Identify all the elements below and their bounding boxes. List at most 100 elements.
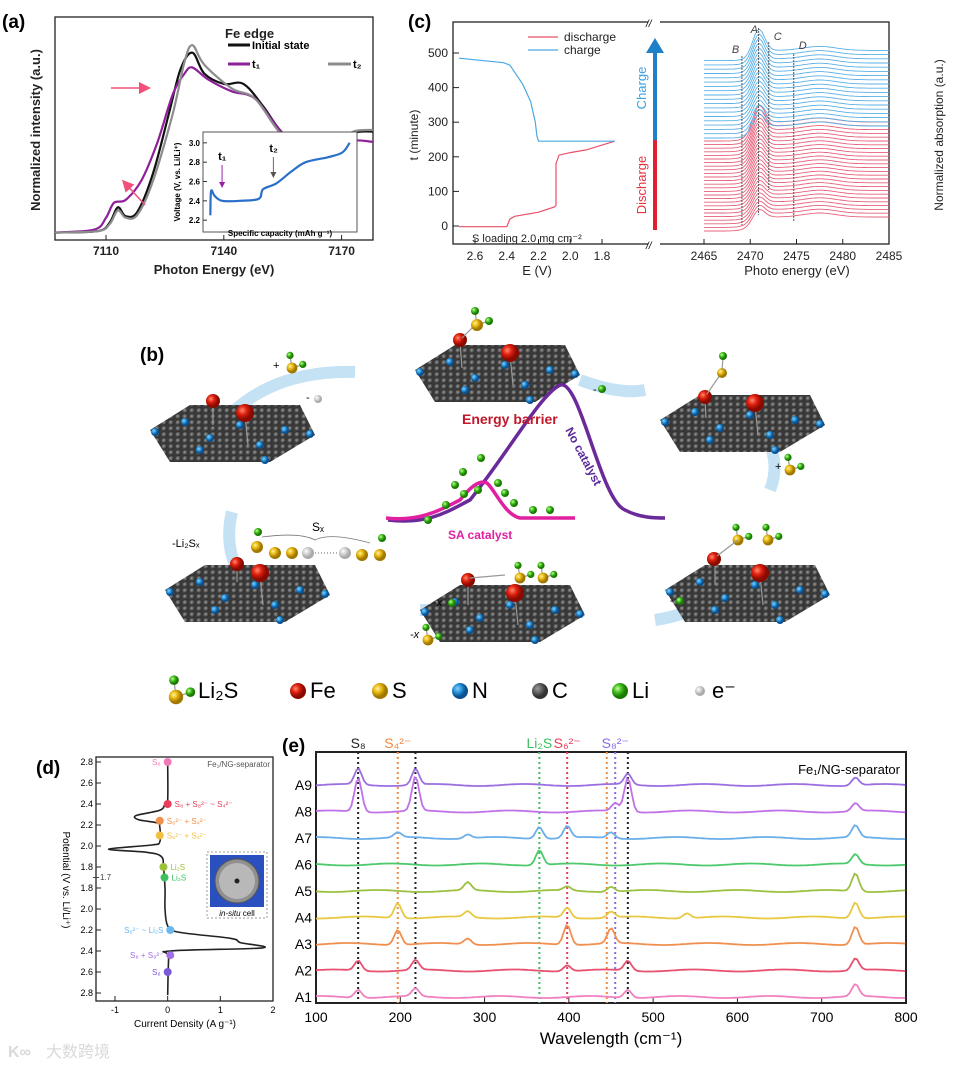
d-y-tick-label: 2.6 <box>80 967 93 977</box>
n-atom <box>546 366 554 374</box>
graphene-slab <box>420 585 585 642</box>
li-atom <box>435 632 443 641</box>
legend-label-5: Li <box>632 678 649 703</box>
c-right-x-label: Photo energy (eV) <box>744 263 850 278</box>
fe-atom-large <box>751 564 769 582</box>
n-atom <box>416 368 424 376</box>
n-atom <box>821 590 829 598</box>
c-discharge-spectrum <box>704 184 889 210</box>
graphene-slab <box>165 565 330 622</box>
c-left-y-tick-label: 200 <box>428 150 448 164</box>
c-charge-spectrum <box>704 75 889 105</box>
c-discharge-spectrum <box>704 142 889 174</box>
chain-atom <box>339 547 351 559</box>
n-atom <box>476 614 484 622</box>
d-marker-label: S₈ + S₈²⁻ <box>130 951 163 960</box>
a-inset-y-tick-label: 2.6 <box>189 178 201 187</box>
c-peak-label-D: D <box>799 40 807 52</box>
energy-barrier-label: Energy barrier <box>462 411 558 427</box>
d-marker <box>160 873 169 882</box>
d-marker <box>159 863 168 871</box>
minus-li2sx-label: -Li₂Sₓ <box>172 538 200 550</box>
panel-label-b: (b) <box>140 345 164 366</box>
a-inset-marker-label: t₁ <box>218 151 227 163</box>
fe-atom-small <box>461 573 475 587</box>
s-atom <box>168 689 184 705</box>
loose-species <box>286 351 805 646</box>
d-turning-label: 1.7 <box>100 873 112 882</box>
e-legend: Fe₁/NG-separator <box>798 762 901 777</box>
sa-catalyst-label: SA catalyst <box>448 528 512 542</box>
chain-atom <box>356 549 368 561</box>
slab-2 <box>415 307 580 404</box>
d-x-tick-label: 1 <box>218 1005 223 1015</box>
legend-atom-6 <box>695 686 705 696</box>
a-inset: 2.2 2.4 2.6 2.8 3.0 t₁ t₂ <box>189 139 351 225</box>
e-series-label: A9 <box>295 777 312 793</box>
n-atom <box>666 588 674 596</box>
d-marker <box>163 968 172 976</box>
d-marker <box>163 800 172 808</box>
c-charge-spectrum <box>704 80 889 109</box>
plus-label-1: + <box>273 360 279 372</box>
e-series-label: A5 <box>295 883 312 899</box>
fe-atom-small <box>698 390 712 404</box>
c-left-y-tick-label: 100 <box>428 184 448 198</box>
chain-atom <box>251 541 263 553</box>
d-y-tick-label: 2.8 <box>80 757 93 767</box>
n-atom <box>706 436 714 444</box>
c-charge-spectrum <box>704 113 889 139</box>
plot-frame-e <box>315 751 907 1004</box>
watermark-logo: K∞ <box>8 1044 31 1061</box>
a-legend-title: Fe edge <box>225 26 274 41</box>
minus-x-label-1: -x <box>433 597 443 609</box>
n-atom <box>746 411 754 419</box>
li-atom <box>784 453 792 461</box>
c-ticks: 2.6 2.4 2.2 2.0 1.8 0 100 200 300 400 500 2465 2470 2… <box>428 46 903 263</box>
c-right-y-label: Normalized absorption (a.u.) <box>932 59 946 210</box>
d-marker <box>166 926 175 934</box>
d-y-tick-label: 2.2 <box>80 820 93 830</box>
n-atom <box>181 418 189 426</box>
no-catalyst-curve <box>387 383 666 523</box>
a-inset-marker-label: t₂ <box>269 143 278 155</box>
c-peak-label-C: C <box>774 31 782 43</box>
n-atom <box>466 626 474 634</box>
e-reference-label: Li₂S <box>527 735 553 751</box>
n-atom <box>196 578 204 586</box>
e-series-label: A4 <box>295 910 312 926</box>
d-x-axis-label: Current Density (A g⁻¹) <box>134 1019 236 1030</box>
c-discharge-spectrum <box>704 154 889 185</box>
panel-e: (e) 100 200 300 400 500 600 700 800 S₈ S₄²⁻ Li₂S S₆… <box>282 735 918 1048</box>
d-marker <box>155 816 164 825</box>
bond <box>716 539 739 557</box>
d-x-tick-label: 2 <box>270 1005 275 1015</box>
plot-frame-a <box>54 16 374 241</box>
e-spectrum-A4 <box>316 901 906 920</box>
c-left-x-label: E (V) <box>522 263 552 278</box>
c-charge-label: Charge <box>634 67 649 110</box>
e-reference-label: S₄²⁻ <box>384 735 411 751</box>
li-ion-dot <box>494 479 502 487</box>
n-atom <box>716 424 724 432</box>
a-x-tick-label: 7170 <box>328 244 355 258</box>
d-y-axis-label: Potential (V vs. Li/Li⁺) <box>60 832 71 929</box>
d-marker-label: S₈ <box>152 758 161 767</box>
li-atom <box>514 561 522 570</box>
c-discharge-spectrum <box>704 117 889 153</box>
li-atom <box>745 532 753 541</box>
c-left-x-tick-label: 2.4 <box>498 249 515 263</box>
c-discharge-spectrum <box>704 188 889 214</box>
c-left-y-tick-label: 0 <box>441 219 448 233</box>
e-series-label: A1 <box>295 989 312 1005</box>
c-left-x-tick-label: 1.8 <box>594 249 611 263</box>
e-spectrum-A7 <box>316 824 906 840</box>
n-atom <box>766 431 774 439</box>
bond <box>469 574 506 579</box>
d-y-tick-label: 2.6 <box>80 778 93 788</box>
d-marker <box>163 758 172 766</box>
c-discharge-spectrum <box>704 192 889 218</box>
c-charge-spectrum <box>704 90 889 117</box>
n-atom <box>776 616 784 624</box>
